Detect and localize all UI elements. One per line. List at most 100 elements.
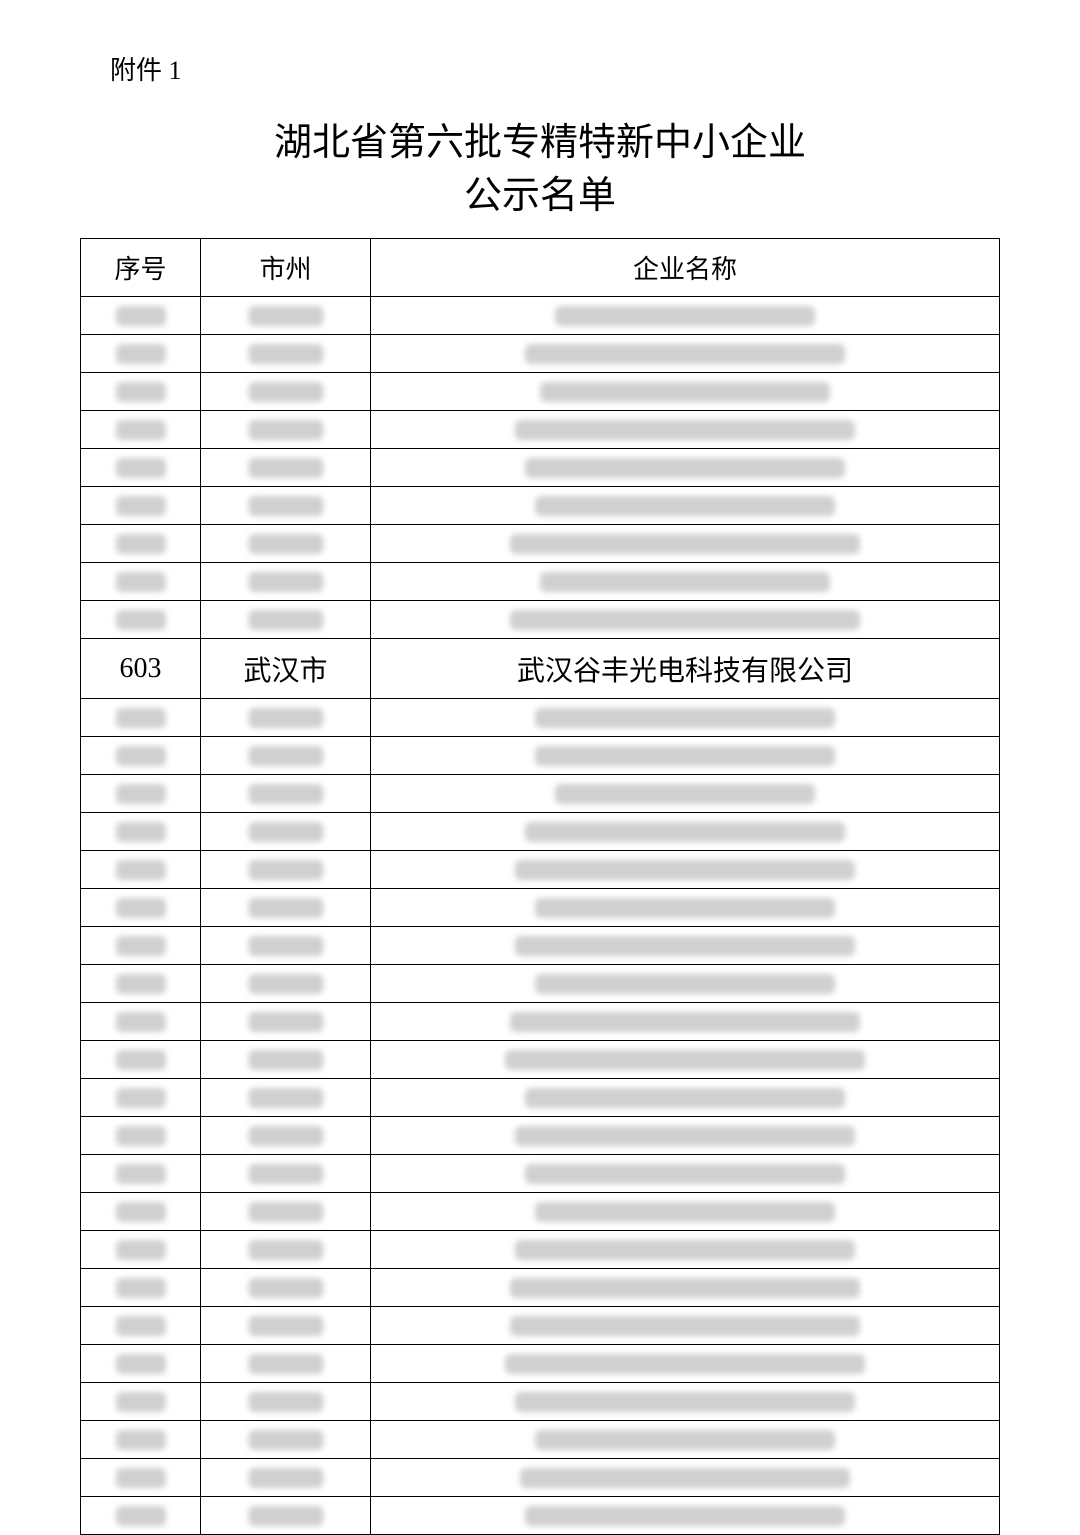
cell-company-blurred [371,1003,1000,1041]
table-row [81,965,1000,1003]
table-row [81,297,1000,335]
cell-seq-blurred [81,297,201,335]
cell-company-blurred [371,1193,1000,1231]
cell-city-blurred [201,411,371,449]
cell-city-blurred [201,563,371,601]
cell-city-blurred [201,297,371,335]
cell-seq-blurred [81,1497,201,1535]
cell-company-blurred [371,775,1000,813]
cell-seq-blurred [81,1079,201,1117]
cell-company-blurred [371,889,1000,927]
header-seq: 序号 [81,239,201,297]
cell-company-blurred [371,699,1000,737]
cell-city-blurred [201,373,371,411]
table-row [81,889,1000,927]
cell-company-blurred [371,1155,1000,1193]
cell-company-blurred [371,335,1000,373]
cell-seq-blurred [81,1193,201,1231]
table-row [81,1269,1000,1307]
table-row [81,1383,1000,1421]
cell-city-blurred [201,487,371,525]
cell-seq-blurred [81,1421,201,1459]
cell-company-blurred [371,927,1000,965]
cell-company-blurred [371,1497,1000,1535]
cell-seq-blurred [81,1269,201,1307]
table-row [81,1003,1000,1041]
title-line1: 湖北省第六批专精特新中小企业 [274,122,806,164]
cell-city-blurred [201,1459,371,1497]
cell-seq-blurred [81,1155,201,1193]
header-company: 企业名称 [371,239,1000,297]
cell-company-blurred [371,297,1000,335]
cell-company: 武汉谷丰光电科技有限公司 [371,639,1000,699]
cell-city-blurred [201,1155,371,1193]
highlighted-row: 603 武汉市 武汉谷丰光电科技有限公司 [81,639,1000,699]
cell-city-blurred [201,737,371,775]
cell-seq-blurred [81,563,201,601]
table-row [81,335,1000,373]
cell-company-blurred [371,1421,1000,1459]
table-row [81,1041,1000,1079]
cell-company-blurred [371,563,1000,601]
enterprise-table: 序号 市州 企业名称 603 武汉市 武汉谷丰光电科技有限公司 [80,238,1000,1535]
cell-city-blurred [201,335,371,373]
cell-city-blurred [201,1041,371,1079]
cell-seq-blurred [81,813,201,851]
cell-seq-blurred [81,699,201,737]
cell-company-blurred [371,737,1000,775]
table-header-row: 序号 市州 企业名称 [81,239,1000,297]
cell-seq-blurred [81,487,201,525]
page-title: 湖北省第六批专精特新中小企业 公示名单 [80,117,1000,223]
table-row [81,563,1000,601]
cell-seq-blurred [81,1345,201,1383]
cell-seq-blurred [81,927,201,965]
cell-company-blurred [371,601,1000,639]
cell-city-blurred [201,1421,371,1459]
cell-seq-blurred [81,1231,201,1269]
cell-company-blurred [371,1117,1000,1155]
cell-seq-blurred [81,889,201,927]
table-row [81,449,1000,487]
cell-city-blurred [201,1193,371,1231]
cell-company-blurred [371,449,1000,487]
table-row [81,1193,1000,1231]
table-row [81,411,1000,449]
cell-city-blurred [201,1345,371,1383]
cell-city-blurred [201,1079,371,1117]
cell-company-blurred [371,1383,1000,1421]
table-row [81,927,1000,965]
table-row [81,737,1000,775]
cell-city: 武汉市 [201,639,371,699]
cell-seq-blurred [81,525,201,563]
cell-seq-blurred [81,373,201,411]
cell-seq-blurred [81,1383,201,1421]
cell-city-blurred [201,449,371,487]
cell-company-blurred [371,487,1000,525]
cell-seq-blurred [81,335,201,373]
cell-company-blurred [371,373,1000,411]
cell-company-blurred [371,1079,1000,1117]
cell-company-blurred [371,1041,1000,1079]
title-line2: 公示名单 [464,175,616,217]
header-city: 市州 [201,239,371,297]
table-row [81,813,1000,851]
cell-city-blurred [201,851,371,889]
table-row [81,1497,1000,1535]
cell-company-blurred [371,525,1000,563]
cell-city-blurred [201,889,371,927]
cell-city-blurred [201,1269,371,1307]
table-row [81,1459,1000,1497]
cell-company-blurred [371,851,1000,889]
cell-company-blurred [371,1307,1000,1345]
attachment-label: 附件 1 [110,50,1000,87]
cell-company-blurred [371,1269,1000,1307]
cell-company-blurred [371,1345,1000,1383]
table-row [81,699,1000,737]
table-row [81,851,1000,889]
table-row [81,601,1000,639]
cell-company-blurred [371,411,1000,449]
cell-seq-blurred [81,411,201,449]
table-row [81,1231,1000,1269]
cell-seq-blurred [81,851,201,889]
table-row [81,1421,1000,1459]
